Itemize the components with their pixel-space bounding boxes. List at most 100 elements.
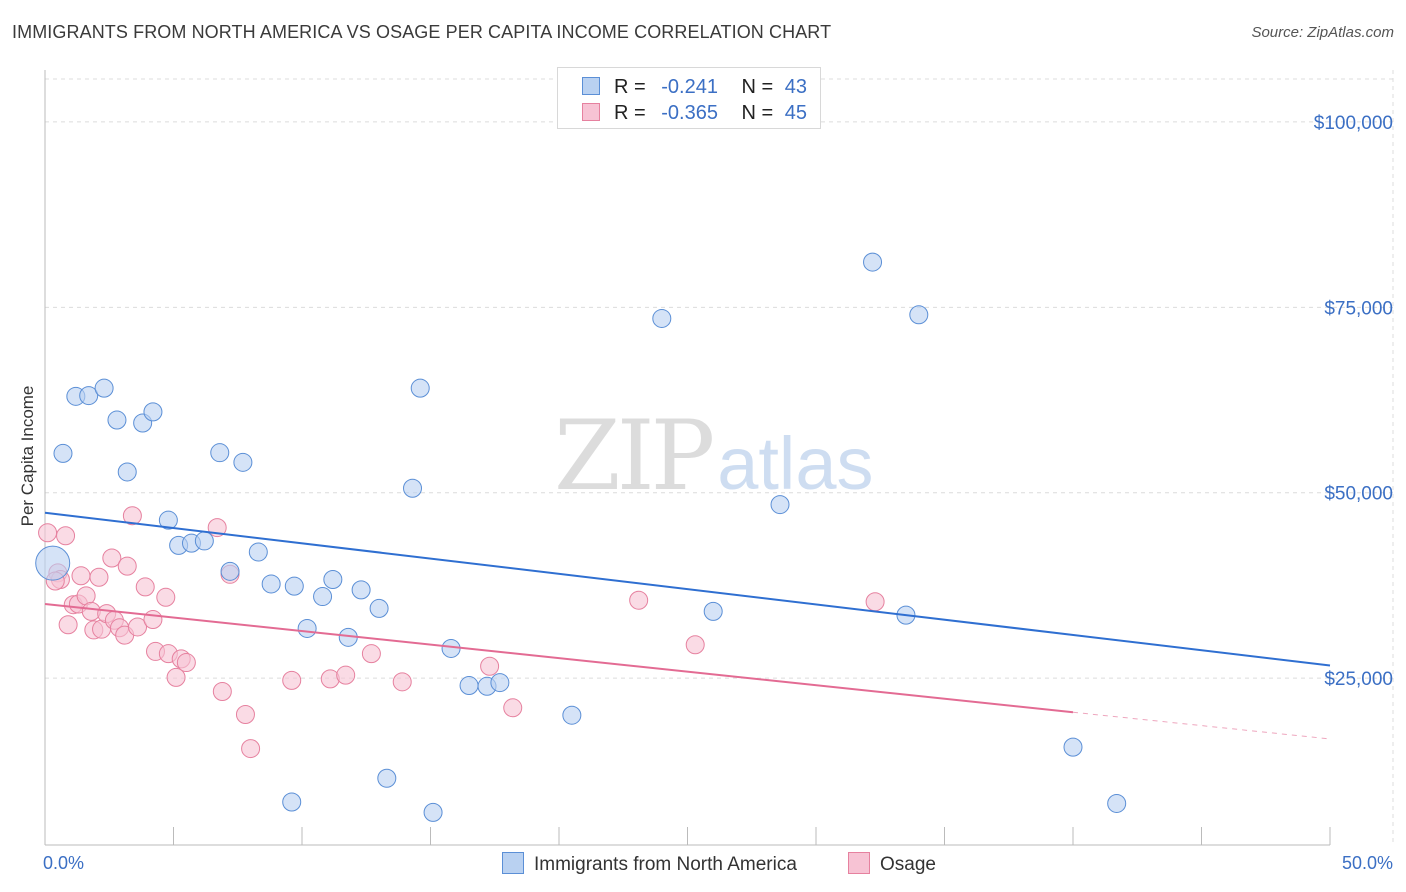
- data-point: [863, 252, 883, 272]
- y-tick-labels: $25,000 $50,000 $75,000 $100,000: [1314, 113, 1393, 690]
- data-point: [158, 510, 178, 530]
- data-point: [377, 768, 397, 788]
- data-point: [323, 569, 343, 589]
- data-point: [261, 574, 281, 594]
- y-tick-label: $50,000: [1324, 484, 1393, 505]
- data-point: [503, 698, 523, 718]
- y-tick-label: $75,000: [1324, 298, 1393, 319]
- data-point: [107, 410, 127, 430]
- legend-r-value: -0.365: [661, 102, 718, 124]
- legend-row-immigrants: R = -0.241 N = 43: [582, 76, 807, 100]
- x-tick-label: 0.0%: [43, 853, 84, 873]
- immigrants-points: [35, 252, 1127, 822]
- data-point: [56, 526, 76, 546]
- data-point: [143, 402, 163, 422]
- data-point: [117, 462, 137, 482]
- y-tick-label: $25,000: [1324, 669, 1393, 690]
- data-point: [122, 506, 142, 526]
- data-point: [284, 576, 304, 596]
- data-point: [909, 305, 929, 325]
- data-point: [35, 545, 71, 581]
- legend-r-label: R =: [614, 76, 646, 98]
- data-point: [166, 667, 186, 687]
- trend-line-immigrants: [44, 511, 1331, 667]
- data-point: [703, 601, 723, 621]
- data-point: [685, 635, 705, 655]
- trend-lines: [44, 511, 1331, 740]
- data-point: [865, 592, 885, 612]
- data-point: [313, 587, 333, 607]
- data-point: [143, 610, 163, 630]
- legend-r-value: -0.241: [661, 76, 718, 98]
- data-point: [282, 792, 302, 812]
- data-point: [248, 542, 268, 562]
- data-point: [459, 676, 479, 696]
- data-point: [629, 590, 649, 610]
- data-point: [410, 378, 430, 398]
- data-point: [441, 638, 461, 658]
- y-axis-label: Per Capita Income: [18, 385, 37, 527]
- x-tick-labels: 0.0% 50.0%: [43, 853, 1393, 873]
- data-point: [220, 561, 240, 581]
- bottom-legend-swatch-blue: [502, 852, 524, 874]
- data-point: [403, 478, 423, 498]
- data-point: [770, 495, 790, 515]
- x-tick-label: 50.0%: [1342, 853, 1393, 873]
- zipatlas-watermark: ZIPatlas: [554, 400, 874, 512]
- data-point: [117, 556, 137, 576]
- data-point: [94, 378, 114, 398]
- legend-row-osage: R = -0.365 N = 45: [582, 102, 807, 126]
- data-point: [336, 665, 356, 685]
- data-point: [38, 523, 58, 543]
- data-point: [156, 587, 176, 607]
- data-point: [194, 531, 214, 551]
- source-credit: Source: ZipAtlas.com: [1251, 24, 1394, 41]
- correlation-legend: R = -0.241 N = 43 R = -0.365 N = 45: [557, 67, 821, 129]
- data-point: [89, 567, 109, 587]
- data-point: [241, 739, 261, 759]
- trend-line-osage-extension: [1072, 711, 1331, 740]
- bottom-legend-label: Osage: [880, 854, 936, 875]
- data-point: [392, 672, 412, 692]
- data-point: [233, 452, 253, 472]
- data-point: [53, 443, 73, 463]
- y-tick-label: $100,000: [1314, 113, 1393, 134]
- legend-swatch-pink: [582, 103, 600, 121]
- data-point: [490, 673, 510, 693]
- data-point: [102, 548, 122, 568]
- osage-points: [38, 506, 885, 759]
- data-point: [210, 443, 230, 463]
- data-point: [361, 644, 381, 664]
- legend-n-value: 43: [784, 76, 808, 98]
- data-point: [1063, 737, 1083, 757]
- bottom-legend-osage: Osage: [848, 852, 936, 876]
- legend-n-label: N =: [741, 76, 774, 98]
- data-point: [176, 653, 196, 673]
- data-point: [135, 577, 155, 597]
- watermark-zip: ZIP: [554, 400, 715, 512]
- data-point: [351, 580, 371, 600]
- legend-r-label: R =: [614, 102, 646, 124]
- watermark-atlas: atlas: [717, 422, 874, 505]
- data-point: [282, 670, 302, 690]
- legend-n-value: 45: [784, 102, 808, 124]
- data-point: [79, 386, 99, 406]
- data-point: [369, 598, 389, 618]
- bottom-legend-label: Immigrants from North America: [534, 854, 797, 875]
- chart-title: IMMIGRANTS FROM NORTH AMERICA VS OSAGE P…: [12, 22, 832, 42]
- bottom-legend-immigrants: Immigrants from North America: [502, 852, 797, 876]
- legend-swatch-blue: [582, 77, 600, 95]
- data-point: [1107, 793, 1127, 813]
- trend-line-osage: [44, 602, 1074, 714]
- data-point: [297, 618, 317, 638]
- axes: [44, 70, 1331, 846]
- data-point: [71, 566, 91, 586]
- data-point: [652, 308, 672, 328]
- legend-n-label: N =: [741, 102, 774, 124]
- data-point: [562, 705, 582, 725]
- data-point: [480, 656, 500, 676]
- data-point: [212, 681, 232, 701]
- bottom-legend-swatch-pink: [848, 852, 870, 874]
- data-point: [423, 802, 443, 822]
- data-point: [235, 704, 255, 724]
